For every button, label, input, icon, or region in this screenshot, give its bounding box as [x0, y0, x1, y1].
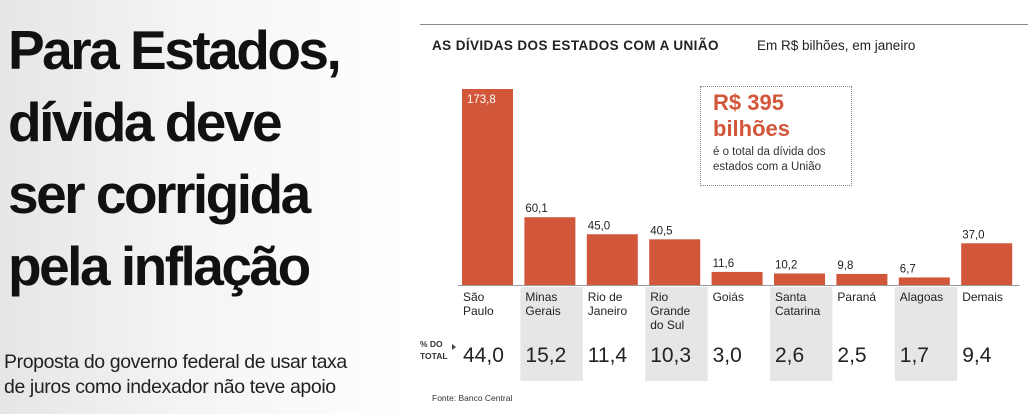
callout-unit: bilhões	[713, 116, 791, 141]
bar-value-label: 11,6	[713, 258, 735, 270]
bar-value-label: 6,7	[900, 263, 916, 275]
percent-of-total-label: % DO TOTAL	[420, 338, 448, 362]
headline-line: ser corrigida	[8, 163, 311, 225]
category-label: Minas	[525, 290, 557, 304]
category-label: Demais	[962, 290, 1003, 304]
bar	[774, 273, 825, 285]
category-label: Grande	[650, 304, 690, 318]
category-label: Goiás	[713, 290, 744, 304]
percent-label-line: TOTAL	[420, 351, 448, 361]
bar	[524, 217, 576, 285]
percent-of-total-value: 11,4	[588, 344, 628, 367]
category-label: Janeiro	[588, 304, 628, 318]
headline-line: dívida deve	[8, 91, 283, 153]
column-shade	[520, 287, 583, 381]
percent-of-total-value: 2,5	[837, 344, 866, 367]
bar-value-label: 40,5	[650, 225, 672, 237]
bar	[711, 271, 763, 285]
bar-value-label: 60,1	[525, 203, 547, 215]
category-label: Gerais	[525, 304, 560, 318]
percent-of-total-value: 3,0	[713, 344, 742, 367]
bar	[898, 277, 950, 285]
bar	[649, 239, 701, 285]
top-rule	[420, 24, 1028, 25]
bar	[961, 243, 1013, 285]
bar	[462, 89, 513, 285]
bar-value-label: 45,0	[588, 220, 610, 232]
headline-line: Para Estados,	[8, 19, 342, 81]
headline: Para Estados, dívida deve ser corrigida …	[8, 14, 408, 302]
column-shade	[770, 287, 833, 381]
percent-of-total-value: 10,3	[650, 344, 691, 367]
bar	[836, 273, 888, 285]
headline-panel: Para Estados, dívida deve ser corrigida …	[0, 0, 410, 414]
percent-of-total-value: 2,6	[775, 344, 804, 367]
bar-value-label: 173,8	[467, 94, 496, 106]
headline-line: pela inflação	[8, 235, 311, 297]
column-shade	[894, 287, 958, 381]
percent-of-total-value: 44,0	[463, 344, 504, 367]
chart-title: AS DÍVIDAS DOS ESTADOS COM A UNIÃO	[432, 38, 719, 53]
callout-amount: R$ 395	[713, 90, 784, 115]
source-note: Fonte: Banco Central	[432, 393, 513, 403]
category-label: Rio de	[588, 290, 623, 304]
subheadline-line: de juros como indexador não teve apoio	[4, 376, 336, 398]
category-label: do Sul	[650, 318, 684, 332]
category-label: Catarina	[775, 304, 821, 318]
category-label: Paulo	[463, 304, 494, 318]
callout-description: é o total da dívida dos estados com a Un…	[713, 146, 826, 173]
percent-label-line: % DO	[420, 339, 443, 349]
bar-value-label: 10,2	[775, 259, 797, 271]
pointer-icon	[452, 344, 456, 350]
subheadline: Proposta do governo federal de usar taxa…	[4, 350, 409, 400]
bar-value-label: 9,8	[837, 260, 853, 272]
bar-value-label: 37,0	[962, 229, 984, 241]
category-label: Alagoas	[900, 290, 943, 304]
total-callout: R$ 395 bilhões é o total da dívida dos e…	[700, 86, 852, 186]
category-label: Paraná	[837, 290, 876, 304]
percent-of-total-value: 1,7	[900, 344, 929, 367]
percent-of-total-value: 15,2	[525, 344, 566, 367]
bar	[586, 234, 638, 285]
category-label: Santa	[775, 290, 807, 304]
column-shade	[645, 287, 708, 381]
percent-of-total-value: 9,4	[962, 344, 992, 367]
category-label: São	[463, 290, 485, 304]
category-label: Rio	[650, 290, 668, 304]
subheadline-line: Proposta do governo federal de usar taxa	[4, 351, 347, 373]
chart-subtitle: Em R$ bilhões, em janeiro	[757, 38, 916, 53]
